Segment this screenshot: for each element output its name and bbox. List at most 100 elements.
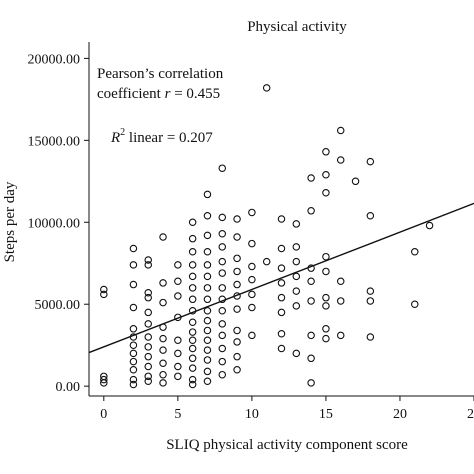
data-point [203, 307, 212, 315]
data-point [322, 325, 330, 333]
data-point [322, 171, 330, 179]
data-point [233, 267, 241, 276]
data-point [203, 356, 212, 364]
data-point [218, 370, 227, 379]
data-point [174, 292, 182, 300]
data-point [233, 366, 241, 374]
data-point [203, 231, 212, 240]
data-point [188, 364, 197, 372]
data-point [159, 379, 167, 387]
data-point [322, 189, 330, 197]
data-point [248, 331, 256, 340]
data-point [277, 215, 286, 223]
data-point [248, 239, 256, 248]
x-tick-label: 0 [100, 407, 107, 422]
data-point [188, 272, 197, 281]
data-point [307, 331, 315, 340]
data-point [233, 292, 241, 300]
data-point [277, 293, 286, 302]
data-point [188, 354, 197, 363]
data-point [203, 346, 212, 354]
data-point [159, 359, 167, 367]
data-point [129, 303, 138, 312]
data-point [411, 300, 419, 308]
data-point [277, 264, 286, 272]
r2-symbol: R [110, 130, 120, 146]
data-point [159, 346, 167, 354]
data-point [233, 338, 241, 346]
data-point [218, 269, 227, 277]
data-point [144, 333, 152, 341]
data-point [218, 164, 227, 172]
data-point [203, 190, 212, 199]
r2-value: linear = 0.207 [125, 130, 213, 146]
data-point [159, 323, 167, 331]
data-point [292, 243, 301, 251]
x-ticks: 0 5 10 15 20 25 [100, 396, 474, 422]
data-point [248, 290, 256, 299]
data-point [292, 302, 301, 310]
data-point [188, 328, 197, 336]
y-tick-label: 0.00 [56, 380, 81, 395]
pearson-annotation-line2: coefficient r = 0.455 [97, 86, 220, 102]
data-point [307, 277, 315, 286]
data-point [203, 377, 212, 385]
data-point [307, 379, 315, 387]
data-point [144, 288, 152, 297]
data-point [144, 352, 152, 361]
data-point [203, 272, 212, 281]
data-point [322, 334, 330, 343]
data-point [203, 295, 212, 304]
data-point [218, 284, 227, 292]
data-point [233, 215, 241, 223]
data-point [218, 243, 227, 251]
data-point [188, 234, 197, 243]
data-point [322, 267, 330, 276]
data-point [100, 290, 108, 299]
data-point [203, 211, 212, 220]
data-point [218, 230, 227, 238]
data-point [292, 272, 301, 281]
data-point [144, 256, 152, 264]
data-point [129, 280, 138, 289]
data-point [233, 280, 241, 289]
data-point [144, 261, 152, 269]
data-point [233, 326, 241, 335]
data-point [218, 307, 227, 315]
data-point [144, 362, 152, 371]
data-point [336, 126, 345, 135]
data-point [203, 336, 212, 345]
data-point [277, 329, 286, 338]
x-tick-label: 25 [467, 407, 474, 422]
data-point [159, 334, 167, 343]
data-point [174, 349, 182, 358]
data-point [233, 305, 241, 313]
data-point [188, 318, 197, 326]
data-point [411, 248, 419, 256]
data-point [129, 333, 138, 341]
y-ticks: 0.00 5000.00 10000.00 15000.00 20000.00 [28, 52, 89, 395]
pearson-r-symbol: r [165, 86, 171, 102]
chart-title: Physical activity [247, 19, 347, 35]
data-point [174, 362, 182, 371]
data-point [174, 313, 182, 322]
data-point [159, 233, 167, 241]
data-point [174, 261, 182, 269]
data-point [218, 295, 227, 304]
data-point [233, 352, 241, 361]
data-point [174, 372, 182, 381]
data-point [322, 148, 330, 156]
data-point [100, 285, 108, 294]
data-point [307, 264, 315, 272]
data-point [188, 248, 197, 256]
data-point [188, 375, 197, 384]
data-point [159, 279, 167, 287]
data-point [188, 295, 197, 304]
data-point [307, 354, 315, 363]
data-point [218, 320, 227, 328]
data-point [366, 157, 375, 166]
data-point [218, 344, 227, 353]
data-point [277, 308, 286, 317]
data-point [336, 277, 345, 286]
